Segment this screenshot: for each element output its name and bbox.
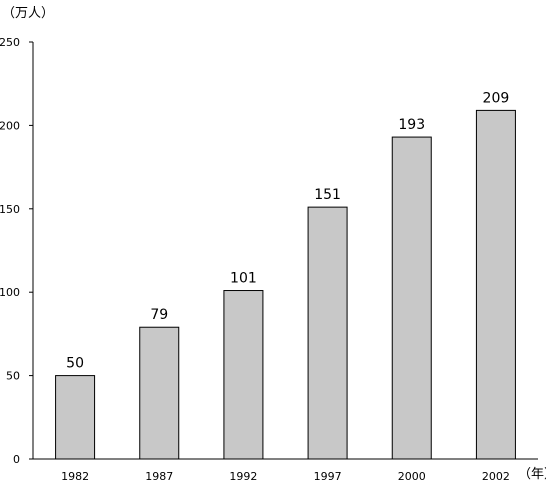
x-axis-unit-label: （年） (518, 467, 546, 482)
y-tick-label: 0 (13, 453, 20, 466)
x-tick-label-2000: 2000 (398, 470, 426, 483)
bars: 50 79 101 151 193 209 (55, 90, 516, 460)
data-label-1992: 101 (230, 271, 257, 287)
bar-2000 (391, 136, 432, 460)
y-tick-label: 100 (0, 286, 20, 299)
bar-1997 (307, 206, 348, 460)
x-tick-label-2002: 2002 (482, 470, 510, 483)
x-tick-label-1997: 1997 (314, 470, 342, 483)
data-label-1982: 50 (66, 356, 84, 372)
bar-2002 (475, 109, 516, 460)
x-tick-label-1982: 1982 (61, 470, 89, 483)
x-axis: 1982 1987 1992 1997 2000 2002 (33, 458, 538, 483)
data-label-2000: 193 (398, 117, 425, 133)
x-tick-label-1987: 1987 (145, 470, 173, 483)
data-label-1997: 151 (314, 187, 341, 203)
bar-1992 (223, 290, 264, 460)
y-tick-label: 200 (0, 119, 20, 132)
data-label-1987: 79 (150, 307, 168, 323)
y-tick-label: 150 (0, 203, 20, 216)
y-axis: 0 50 100 150 200 250 (0, 36, 34, 466)
x-tick-label-1992: 1992 (229, 470, 257, 483)
y-tick-label: 250 (0, 36, 20, 49)
bar-1982 (55, 375, 96, 460)
y-tick-label: 50 (6, 370, 20, 383)
bar-1987 (139, 326, 180, 460)
data-label-2002: 209 (483, 90, 510, 106)
y-axis-unit-label: （万人） (2, 6, 54, 21)
